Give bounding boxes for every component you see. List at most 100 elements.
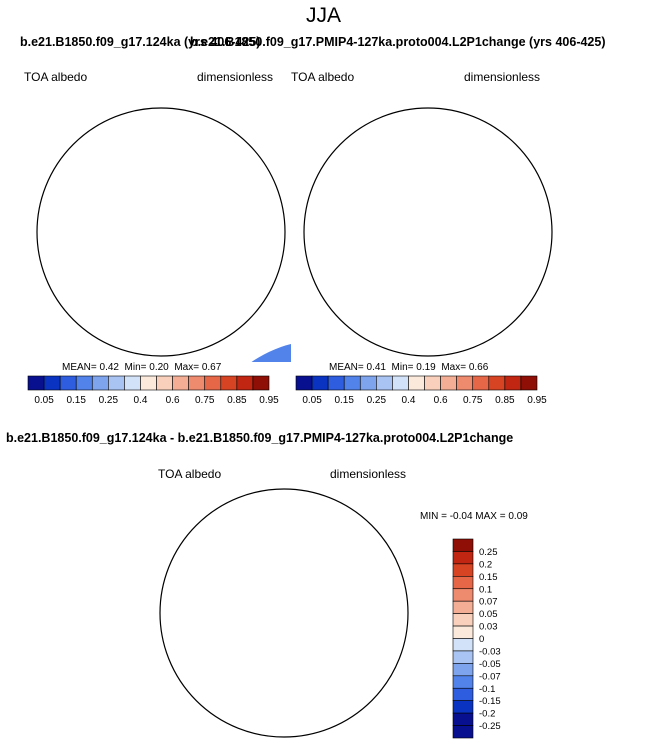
panel-right-variable: TOA albedo [291, 70, 355, 84]
stat-mean-label: MEAN= [62, 362, 97, 373]
colorbar-tick-label: 0.6 [434, 395, 448, 406]
colorbar-tick-label: 0.15 [334, 395, 354, 406]
colorbar-tick-label: 0.25 [367, 395, 387, 406]
diff-panel-title: b.e21.B1850.f09_g17.124ka - b.e21.B1850.… [6, 431, 514, 445]
colorbar-swatch [220, 375, 238, 391]
stat-mean-value: 0.42 [99, 362, 119, 373]
colorbar-swatch [452, 600, 474, 614]
colorbar-swatch [452, 675, 474, 689]
colorbar-tick-label: 0.85 [495, 395, 515, 406]
diff-panel-variable: TOA albedo [158, 467, 222, 481]
colorbar-swatch [311, 375, 329, 391]
colorbar-swatch [452, 538, 474, 552]
colorbar-tick-label: 0 [479, 634, 484, 645]
colorbar-tick-label: 0.2 [479, 559, 492, 570]
colorbar-swatch [236, 375, 254, 391]
colorbar-swatch [343, 375, 361, 391]
colorbar-tick-label: -0.07 [479, 671, 501, 682]
colorbar-swatch [140, 375, 157, 391]
colorbar-swatch [452, 725, 474, 739]
colorbar-swatch [452, 588, 474, 602]
colorbar-tick-label: 0.4 [402, 395, 416, 406]
colorbar-tick-label: 0.4 [134, 395, 148, 406]
colorbar-swatch [504, 375, 522, 391]
colorbar-right: 0.05 0.15 0.25 0.4 0.6 0.75 0.85 0.95 [295, 375, 547, 406]
colorbar-swatch [91, 375, 109, 391]
stat-max-value: 0.67 [201, 362, 222, 373]
stat-min-label: Min= [124, 362, 147, 373]
colorbar-swatch [452, 638, 474, 652]
colorbar-swatch [472, 375, 490, 391]
colorbar-swatch [172, 375, 189, 391]
colorbar-swatch [424, 375, 441, 391]
colorbar-tick-label: 0.75 [463, 395, 483, 406]
map-diff [159, 488, 409, 738]
colorbar-swatch [452, 700, 474, 714]
panel-left-units: dimensionless [197, 70, 274, 84]
colorbar-tick-label: -0.15 [479, 696, 501, 707]
colorbar-tick-label: 0.95 [527, 395, 547, 406]
colorbar-swatch [452, 563, 474, 577]
colorbar-tick-label: 0.05 [479, 609, 498, 620]
colorbar-swatch [108, 375, 125, 391]
panel-right-title: b.e21.B1850.f09_g17.PMIP4-127ka.proto004… [190, 35, 606, 49]
colorbar-tick-label: 0.85 [227, 395, 247, 406]
colorbar-swatch [440, 375, 457, 391]
panel-right-stats: MEAN= 0.41 Min= 0.19 Max= 0.66 [329, 362, 488, 373]
stat-max-value: 0.66 [468, 362, 489, 373]
colorbar-swatch [156, 375, 173, 391]
stat-min-label: Min= [391, 362, 414, 373]
colorbar-swatch [408, 375, 425, 391]
stat-min-value: 0.20 [149, 362, 169, 373]
stat-max-label: Max= [174, 362, 200, 373]
colorbar-swatch [452, 663, 474, 677]
colorbar-swatch [252, 375, 270, 391]
colorbar-swatch [520, 375, 538, 391]
colorbar-tick-label: 0.95 [259, 395, 279, 406]
colorbar-tick-label: 0.05 [34, 395, 54, 406]
colorbar-tick-label: 0.15 [66, 395, 86, 406]
colorbar-swatch [452, 712, 474, 726]
diff-panel-stats: MIN = -0.04 MAX = 0.09 [420, 511, 528, 522]
colorbar-swatch [452, 650, 474, 664]
colorbar-swatch [295, 375, 313, 391]
colorbar-tick-label: -0.25 [479, 721, 501, 732]
map-right [303, 107, 553, 357]
colorbar-swatch [188, 375, 206, 391]
colorbar-swatch [452, 576, 474, 590]
colorbar-swatch [359, 375, 377, 391]
figure-title: JJA [305, 4, 341, 27]
colorbar-tick-label: 0.05 [302, 395, 322, 406]
colorbar-swatch [488, 375, 506, 391]
panel-right-units: dimensionless [464, 70, 541, 84]
map-left [36, 107, 291, 362]
colorbar-swatch [452, 687, 474, 701]
colorbar-tick-label: 0.25 [99, 395, 119, 406]
colorbar-tick-label: 0.07 [479, 597, 498, 608]
colorbar-tick-label: 0.03 [479, 622, 498, 633]
colorbar-swatch [124, 375, 141, 391]
colorbar-tick-label: -0.2 [479, 709, 495, 720]
colorbar-tick-label: 0.75 [195, 395, 215, 406]
colorbar-swatch [376, 375, 393, 391]
colorbar-swatch [59, 375, 77, 391]
colorbar-tick-label: -0.05 [479, 659, 501, 670]
colorbar-swatch [456, 375, 474, 391]
stat-min-value: 0.19 [416, 362, 436, 373]
stat-mean-label: MEAN= [329, 362, 364, 373]
colorbar-swatch [75, 375, 93, 391]
panel-left-title: b.e21.B1850.f09_g17.124ka (yrs 406-425) [20, 35, 261, 49]
diff-panel-units: dimensionless [330, 467, 407, 481]
stat-mean-value: 0.41 [366, 362, 386, 373]
colorbar-tick-label: 0.6 [166, 395, 180, 406]
colorbar-tick-label: -0.1 [479, 684, 495, 695]
colorbar-swatch [452, 625, 474, 639]
colorbar-swatch [43, 375, 61, 391]
colorbar-left: 0.05 0.15 0.25 0.4 0.6 0.75 0.85 0.95 [27, 375, 279, 406]
colorbar-tick-label: 0.1 [479, 584, 492, 595]
colorbar-swatch [27, 375, 45, 391]
colorbar-diff: 0.250.20.150.10.070.050.030-0.03-0.05-0.… [452, 538, 501, 739]
panel-left-stats: MEAN= 0.42 Min= 0.20 Max= 0.67 [62, 362, 221, 373]
colorbar-swatch [452, 551, 474, 565]
